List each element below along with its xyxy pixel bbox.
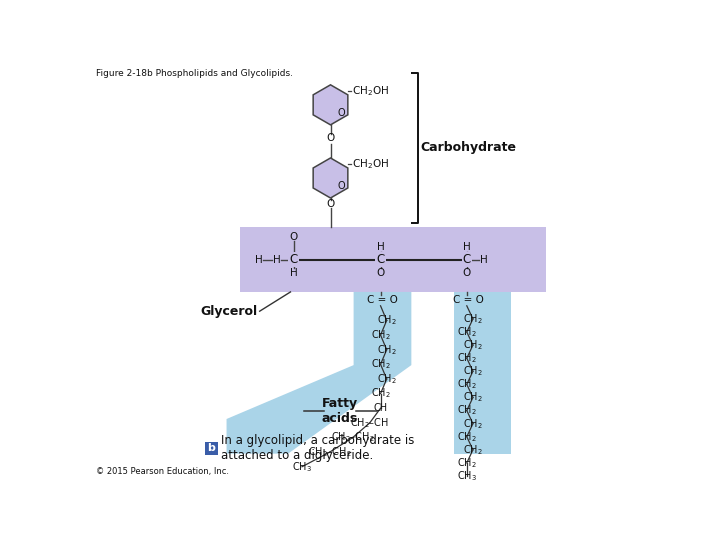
- Text: CH$_2$: CH$_2$: [463, 364, 483, 378]
- Text: O: O: [326, 133, 335, 143]
- Text: © 2015 Pearson Education, Inc.: © 2015 Pearson Education, Inc.: [96, 467, 230, 476]
- Text: CH$_2$: CH$_2$: [463, 417, 483, 430]
- Text: CH$_2$: CH$_2$: [457, 456, 477, 470]
- Polygon shape: [227, 292, 411, 454]
- Text: CH$_2$: CH$_2$: [377, 314, 397, 327]
- Text: CH$_2$: CH$_2$: [377, 343, 397, 356]
- Text: H: H: [377, 242, 384, 252]
- Text: CH$_2$: CH$_2$: [457, 325, 477, 339]
- Text: O: O: [377, 268, 384, 278]
- Text: O: O: [463, 268, 471, 278]
- Polygon shape: [313, 158, 348, 198]
- Text: O: O: [338, 107, 345, 118]
- Text: CH$_2$: CH$_2$: [371, 357, 390, 371]
- Text: C = O: C = O: [366, 295, 397, 305]
- Bar: [454, 292, 511, 454]
- Text: CH$_2$: CH$_2$: [463, 338, 483, 352]
- Text: H: H: [480, 255, 487, 265]
- Text: CH$_2$–CH$_2$: CH$_2$–CH$_2$: [308, 445, 351, 459]
- Text: CH$_2$: CH$_2$: [377, 372, 397, 386]
- Text: Fatty
acids: Fatty acids: [322, 397, 358, 426]
- Text: CH$_2$: CH$_2$: [457, 377, 477, 392]
- Text: CH$_3$: CH$_3$: [292, 460, 312, 474]
- Text: CH$_2$–CH$_2$: CH$_2$–CH$_2$: [331, 430, 374, 444]
- Text: b: b: [207, 443, 215, 453]
- Text: CH$_2$: CH$_2$: [463, 390, 483, 404]
- Text: CH$_3$: CH$_3$: [456, 469, 477, 483]
- Text: H: H: [289, 268, 297, 278]
- Text: C: C: [289, 253, 297, 266]
- Text: CH$_2$: CH$_2$: [457, 430, 477, 444]
- Text: CH$_2$: CH$_2$: [371, 328, 390, 342]
- Text: O: O: [326, 199, 335, 209]
- Text: O: O: [289, 232, 297, 241]
- Text: CH$_2$: CH$_2$: [463, 443, 483, 457]
- Polygon shape: [313, 85, 348, 125]
- Text: CH$_2$: CH$_2$: [457, 352, 477, 365]
- Text: Carbohydrate: Carbohydrate: [420, 141, 516, 154]
- Text: CH$_2$–CH: CH$_2$–CH: [351, 416, 390, 430]
- Text: CH$_2$: CH$_2$: [371, 387, 390, 401]
- Text: In a glycolipid, a carbohydrate is
attached to a diglyceride.: In a glycolipid, a carbohydrate is attac…: [221, 434, 415, 462]
- Text: CH: CH: [374, 403, 387, 413]
- Text: CH$_2$: CH$_2$: [463, 312, 483, 326]
- Text: Glycerol: Glycerol: [200, 305, 257, 318]
- Text: C: C: [463, 253, 471, 266]
- Text: H: H: [273, 255, 281, 265]
- Text: Figure 2-18b Phospholipids and Glycolipids.: Figure 2-18b Phospholipids and Glycolipi…: [96, 70, 294, 78]
- Text: CH$_2$OH: CH$_2$OH: [352, 157, 389, 171]
- Text: CH$_2$: CH$_2$: [457, 403, 477, 417]
- Text: CH$_2$OH: CH$_2$OH: [352, 84, 389, 98]
- Text: H: H: [463, 242, 471, 252]
- Text: H: H: [255, 255, 263, 265]
- Text: O: O: [338, 181, 345, 191]
- FancyBboxPatch shape: [205, 442, 217, 455]
- Text: C = O: C = O: [453, 295, 484, 305]
- Bar: [240, 226, 546, 292]
- Text: C: C: [377, 253, 384, 266]
